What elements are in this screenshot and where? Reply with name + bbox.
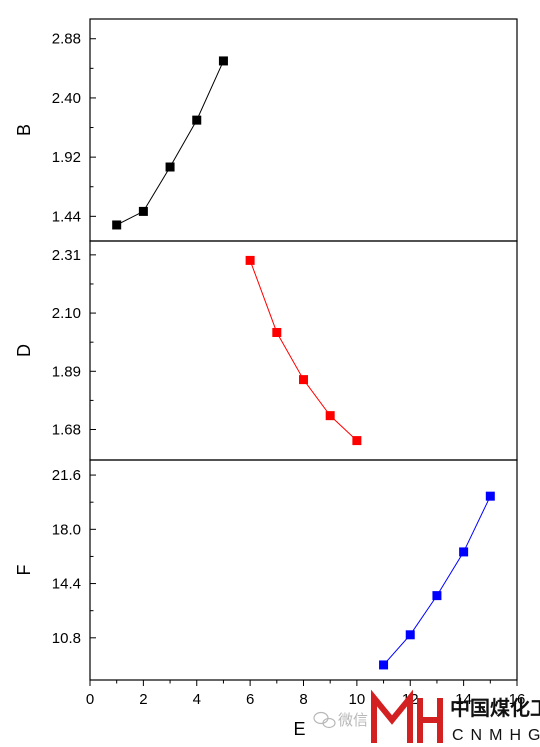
y-tick-label: 14.4	[52, 576, 81, 593]
data-point	[405, 630, 415, 640]
data-point	[245, 255, 255, 265]
y-axis-title: F	[14, 565, 34, 576]
data-point	[112, 220, 122, 230]
data-point	[272, 327, 282, 337]
x-tick-label: 6	[246, 691, 254, 708]
panel-frame	[89, 240, 518, 461]
wechat-label: 微信	[338, 712, 368, 729]
y-tick-label: 2.31	[52, 247, 81, 264]
wechat-icon	[313, 711, 336, 729]
chart-panels: 1.44 1.92 2.40 2.88 B 1.68 1.89 2.10 2.31 D 10.8 14…	[14, 18, 526, 739]
panel-D: 1.68 1.89 2.10 2.31 D	[14, 240, 518, 461]
y-tick-label: 2.40	[52, 90, 81, 107]
data-point	[192, 115, 202, 125]
y-axis-title: B	[14, 124, 34, 136]
y-tick-label: 1.89	[52, 363, 81, 380]
panel-frame	[89, 18, 518, 242]
x-tick-label: 8	[299, 691, 307, 708]
data-point	[138, 206, 148, 216]
series-line	[249, 260, 358, 441]
company-name-cn: 中国煤化工	[450, 696, 540, 720]
data-point	[352, 436, 362, 446]
y-tick-label: 18.0	[52, 521, 81, 538]
y-tick-label: 1.92	[52, 149, 81, 166]
x-tick-label: 14	[455, 691, 472, 708]
x-tick-label: 16	[509, 691, 526, 708]
x-tick-label: 0	[86, 691, 94, 708]
y-tick-label: 21.6	[52, 467, 81, 484]
y-tick-label: 1.44	[52, 208, 81, 225]
data-point	[379, 660, 389, 670]
company-logo: 中国煤化工 CNMHG	[371, 689, 540, 744]
x-tick-label: 2	[139, 691, 147, 708]
company-name-en: CNMHG	[452, 727, 540, 744]
data-point	[325, 411, 335, 421]
x-tick-label: 4	[193, 691, 201, 708]
data-point	[218, 56, 228, 66]
data-point	[165, 162, 175, 172]
y-axis-title: D	[14, 344, 34, 357]
x-tick-label: 10	[349, 691, 366, 708]
series-line	[116, 60, 224, 226]
y-tick-label: 2.10	[52, 305, 81, 322]
data-point	[299, 375, 308, 385]
x-axis-title: E	[293, 719, 305, 739]
panel-F: 10.814.418.021.6F0 2 4 6 8 10 12 14 16E	[14, 459, 526, 739]
logo-mark	[371, 689, 443, 743]
y-tick-label: 1.68	[52, 422, 81, 439]
data-point	[432, 591, 442, 601]
panel-B: 1.44 1.92 2.40 2.88 B	[14, 18, 518, 242]
series-line	[383, 495, 491, 666]
y-tick-label: 10.8	[52, 630, 81, 647]
data-point	[459, 547, 469, 557]
data-point	[485, 491, 495, 501]
wechat-watermark: 微信	[313, 711, 368, 729]
y-tick-label: 2.88	[52, 31, 81, 48]
